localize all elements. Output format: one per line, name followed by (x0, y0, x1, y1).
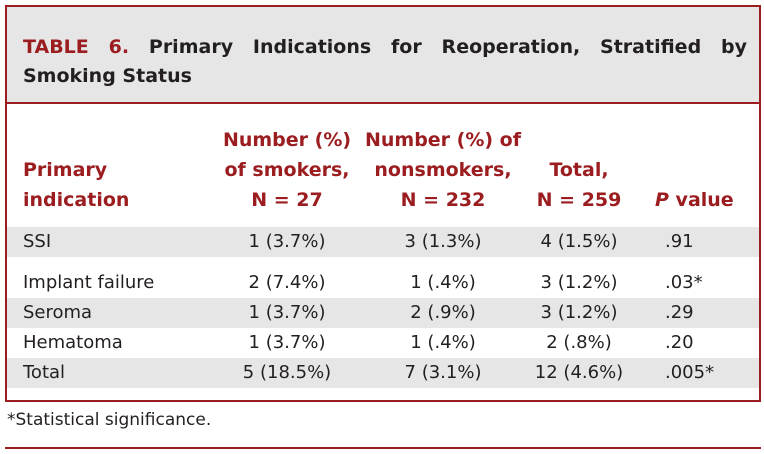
header-nonsmokers-line-3: N = 232 (400, 189, 486, 211)
cell-p-value: .005* (665, 362, 715, 383)
footnote-rule (5, 447, 761, 449)
cell-p-value: .03* (665, 272, 703, 293)
cell-nonsmokers: 3 (1.3%) (404, 231, 482, 252)
table-row: Implant failure 2 (7.4%) 1 (.4%) 3 (1.2%… (7, 268, 759, 298)
cell-smokers: 1 (3.7%) (248, 332, 326, 353)
cell-smokers: 1 (3.7%) (248, 302, 326, 323)
cell-indication: Implant failure (23, 272, 155, 293)
cell-p-value: .29 (665, 302, 694, 323)
cell-nonsmokers: 1 (.4%) (410, 332, 476, 353)
header-primary-indication-line-2: indication (23, 189, 130, 211)
cell-nonsmokers: 1 (.4%) (410, 272, 476, 293)
header-p-letter: P (655, 189, 669, 211)
header-primary-indication: Primary indication (23, 155, 129, 215)
header-total: Total, N = 259 (519, 155, 639, 215)
header-nonsmokers-line-1: Number (%) of (364, 129, 522, 151)
header-smokers-line-3: N = 27 (251, 189, 323, 211)
cell-total: 3 (1.2%) (540, 302, 618, 323)
cell-total: 12 (4.6%) (534, 362, 624, 383)
cell-smokers: 1 (3.7%) (248, 231, 326, 252)
header-p-word: value (668, 189, 734, 211)
cell-smokers: 5 (18.5%) (242, 362, 332, 383)
table-footnote: *Statistical significance. (7, 410, 212, 430)
table-frame: TABLE 6. Primary Indications for Reopera… (5, 5, 761, 402)
header-primary-indication-line-1: Primary (23, 159, 108, 181)
cell-smokers: 2 (7.4%) (248, 272, 326, 293)
header-p-value: P value (655, 185, 734, 215)
title-divider (7, 102, 759, 104)
header-smokers-line-1: Number (%) (222, 129, 352, 151)
table-title-band: TABLE 6. Primary Indications for Reopera… (7, 7, 759, 102)
table-title: TABLE 6. Primary Indications for Reopera… (23, 33, 747, 91)
header-smokers: Number (%) of smokers, N = 27 (212, 125, 362, 215)
cell-total: 2 (.8%) (546, 332, 612, 353)
table-row: Hematoma 1 (3.7%) 1 (.4%) 2 (.8%) .20 (7, 328, 759, 358)
cell-total: 4 (1.5%) (540, 231, 618, 252)
header-smokers-line-2: of smokers, (224, 159, 350, 181)
cell-indication: Seroma (23, 302, 93, 323)
table-title-text: Primary Indications for Reoperation, Str… (23, 36, 747, 87)
cell-nonsmokers: 7 (3.1%) (404, 362, 482, 383)
table-row: Total 5 (18.5%) 7 (3.1%) 12 (4.6%) .005* (7, 358, 759, 388)
cell-nonsmokers: 2 (.9%) (410, 302, 476, 323)
header-total-line-1: Total, (549, 159, 609, 181)
cell-p-value: .20 (665, 332, 694, 353)
table-row: Seroma 1 (3.7%) 2 (.9%) 3 (1.2%) .29 (7, 298, 759, 328)
table-row: SSI 1 (3.7%) 3 (1.3%) 4 (1.5%) .91 (7, 227, 759, 257)
cell-p-value: .91 (665, 231, 694, 252)
header-nonsmokers-line-2: nonsmokers, (374, 159, 512, 181)
cell-indication: Total (23, 362, 66, 383)
cell-total: 3 (1.2%) (540, 272, 618, 293)
header-nonsmokers: Number (%) of nonsmokers, N = 232 (363, 125, 523, 215)
cell-indication: SSI (23, 231, 52, 252)
header-total-line-2: N = 259 (536, 189, 622, 211)
cell-indication: Hematoma (23, 332, 123, 353)
table-label: TABLE 6. (23, 36, 130, 58)
